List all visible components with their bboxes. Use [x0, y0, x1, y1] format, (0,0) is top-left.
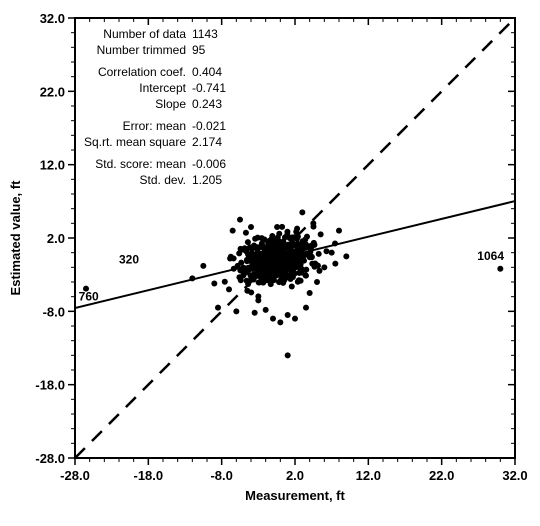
y-tick-label: -28.0: [35, 451, 65, 466]
y-axis-label: Estimated value, ft: [8, 180, 23, 296]
y-tick-label: -18.0: [35, 378, 65, 393]
stat-label: Number of data: [103, 27, 186, 41]
stat-label: Slope: [155, 97, 186, 111]
stat-value: 0.243: [192, 97, 222, 111]
y-tick-label: -8.0: [43, 304, 65, 319]
point-annotation: 320: [119, 253, 139, 267]
stat-value: 95: [192, 43, 206, 57]
stat-label: Intercept: [139, 81, 186, 95]
stat-label: Std. dev.: [140, 173, 186, 187]
scatter-chart: -28.0 -18.0 -8.0 2.0 12.0 22.0 32.0 -28.0 -18.0 -…: [0, 0, 540, 526]
x-tick-label: 2.0: [286, 468, 304, 483]
stat-value: 0.404: [192, 65, 222, 79]
y-tick-label: 32.0: [40, 11, 65, 26]
stat-value: -0.741: [192, 81, 226, 95]
point-annotation: 760: [79, 289, 99, 303]
x-tick-label: -18.0: [134, 468, 164, 483]
stat-value: 1.205: [192, 173, 222, 187]
point-annotation: 1064: [477, 249, 504, 263]
y-tick-label: 12.0: [40, 158, 65, 173]
y-tick-label: 2.0: [47, 231, 65, 246]
stat-value: 2.174: [192, 135, 222, 149]
stat-value: 1143: [192, 27, 218, 41]
x-tick-label: -28.0: [60, 468, 90, 483]
x-tick-label: 12.0: [356, 468, 381, 483]
x-tick-label: 32.0: [502, 468, 527, 483]
stat-value: -0.006: [192, 157, 226, 171]
stat-label: Std. score: mean: [95, 157, 186, 171]
stat-label: Sq.rt. mean square: [84, 135, 186, 149]
stat-label: Error: mean: [123, 119, 186, 133]
stat-value: -0.021: [192, 119, 226, 133]
stat-label: Correlation coef.: [98, 65, 186, 79]
x-tick-label: 22.0: [429, 468, 454, 483]
chart-svg: -28.0 -18.0 -8.0 2.0 12.0 22.0 32.0 -28.0 -18.0 -…: [0, 0, 540, 526]
y-tick-label: 22.0: [40, 84, 65, 99]
x-tick-label: -8.0: [210, 468, 232, 483]
stat-label: Number trimmed: [97, 43, 186, 57]
x-axis-label: Measurement, ft: [245, 488, 345, 503]
